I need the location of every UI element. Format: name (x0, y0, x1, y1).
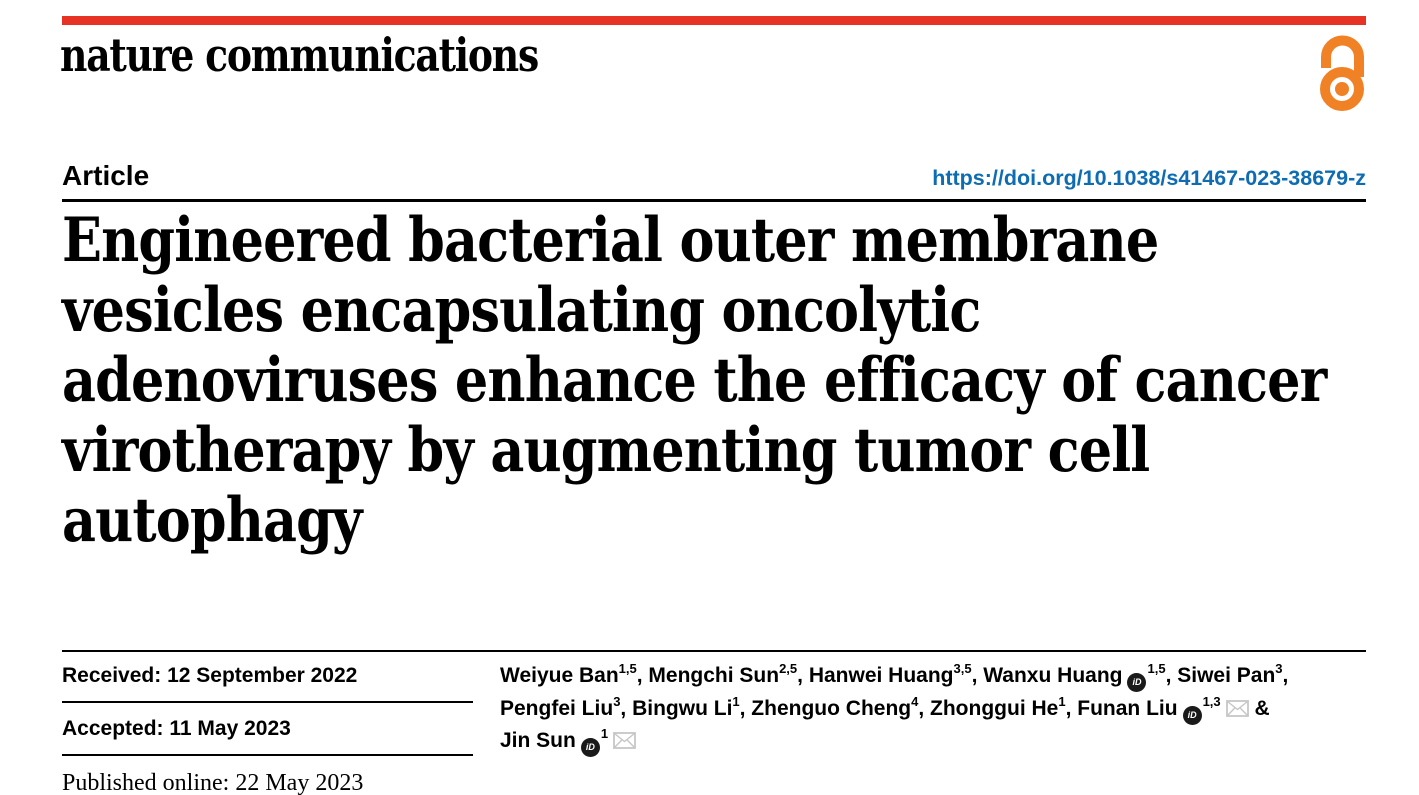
published-label: Published online: (62, 770, 230, 795)
affiliation-superscript: 4 (911, 693, 919, 709)
affiliation-superscript: 1,3 (1202, 693, 1221, 709)
author-list: Weiyue Ban1,5, Mengchi Sun2,5, Hanwei Hu… (500, 660, 1390, 758)
email-icon[interactable] (613, 727, 636, 749)
affiliation-superscript: 2,5 (779, 661, 798, 676)
affiliation-superscript: 3 (613, 693, 621, 709)
orcid-icon[interactable]: iD (1182, 705, 1202, 725)
author-name-text: , Bingwu Li (620, 696, 733, 720)
author-name-text: & (1248, 696, 1270, 720)
paper-title: Engineered bacterial outer membrane vesi… (62, 206, 1369, 556)
author-line: Weiyue Ban1,5, Mengchi Sun2,5, Hanwei Hu… (500, 660, 1390, 693)
affiliation-superscript: 1,5 (618, 661, 637, 676)
author-name-text: , Zhonggui He (918, 696, 1059, 720)
footer-top-divider (62, 650, 1366, 652)
affiliation-superscript: 1,5 (1147, 661, 1166, 676)
author-name-text: , Siwei Pan (1165, 664, 1276, 687)
author-name-text: Pengfei Liu (500, 696, 614, 720)
orcid-icon[interactable]: iD (580, 738, 600, 757)
author-name-text: Jin Sun (500, 729, 576, 752)
title-line: autophagy (62, 485, 362, 556)
title-line: virotherapy by augmenting tumor cell (62, 415, 1150, 486)
article-timeline: Received: 12 September 2022 Accepted: 11… (62, 650, 473, 795)
author-name-text: , Zhenguo Cheng (739, 696, 912, 720)
affiliation-superscript: 3 (1275, 661, 1283, 676)
masthead-red-rule (62, 16, 1366, 25)
orcid-icon[interactable]: iD (1127, 673, 1147, 692)
email-icon[interactable] (1225, 695, 1249, 717)
title-line: Engineered bacterial outer membrane (62, 205, 1159, 276)
author-name-text: Weiyue Ban (500, 664, 619, 687)
author-name-text: , (1282, 664, 1289, 687)
author-line: Pengfei Liu3, Bingwu Li1, Zhenguo Cheng4… (500, 693, 1390, 726)
affiliation-superscript: 1 (1058, 693, 1066, 709)
accepted-label: Accepted: (62, 717, 164, 740)
open-access-icon (1320, 35, 1364, 111)
journal-logo: nature communications (60, 28, 539, 82)
header-divider (62, 199, 1366, 202)
author-name-text: , Mengchi Sun (636, 664, 780, 687)
received-row: Received: 12 September 2022 (62, 650, 473, 703)
doi-link[interactable]: https://doi.org/10.1038/s41467-023-38679… (932, 166, 1366, 190)
author-line: Jin Sun iD1 (500, 725, 1390, 758)
author-name-text: , Funan Liu (1065, 696, 1178, 720)
published-row: Published online: 22 May 2023 (62, 756, 473, 795)
open-access-lock-shape (1320, 35, 1364, 111)
affiliation-superscript: 1 (600, 726, 609, 741)
author-name-text: , Hanwei Huang (797, 664, 954, 687)
title-line: vesicles encapsulating oncolytic (62, 275, 981, 346)
accepted-row: Accepted: 11 May 2023 (62, 703, 473, 756)
received-date: 12 September 2022 (167, 664, 358, 687)
affiliation-superscript: 3,5 (953, 661, 972, 676)
article-type-label: Article (62, 160, 150, 191)
affiliation-superscript: 1 (732, 693, 740, 709)
received-label: Received: (62, 664, 162, 687)
published-date: 22 May 2023 (235, 770, 364, 795)
accepted-date: 11 May 2023 (169, 717, 291, 740)
author-name-text: , Wanxu Huang (971, 664, 1123, 687)
title-line: adenoviruses enhance the efficacy of can… (62, 345, 1327, 416)
